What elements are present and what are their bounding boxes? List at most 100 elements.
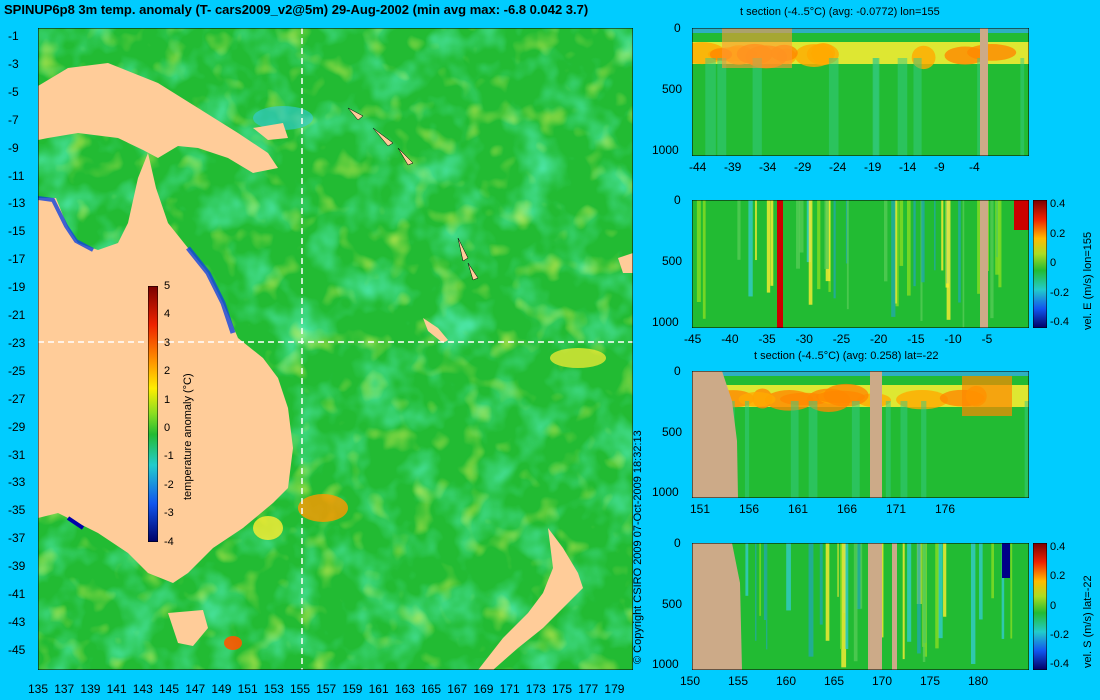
section-x-tick: -15: [907, 332, 925, 346]
section-x-tick: -35: [758, 332, 776, 346]
section-x-tick: 155: [728, 674, 749, 688]
section-plot-3: [692, 371, 1029, 498]
map-colorbar-tick: 5: [164, 280, 171, 292]
section-x-tick: -40: [721, 332, 739, 346]
section-plot-2: [692, 200, 1029, 328]
map-lat-tick: -45: [8, 642, 26, 657]
map-lon-tick: 157: [316, 682, 337, 696]
map-lat-tick: -3: [8, 56, 19, 71]
map-lat-tick: -35: [8, 503, 26, 518]
map-plot: [38, 28, 633, 670]
map-lon-tick: 139: [80, 682, 101, 696]
section-y-tick: 1000: [652, 142, 679, 157]
section-x-tick: -5: [981, 332, 993, 346]
section-y-tick: 1000: [652, 656, 679, 671]
page-title: SPINUP6p8 3m temp. anomaly (T- cars2009_…: [4, 2, 589, 17]
map-lon-tick: 179: [604, 682, 625, 696]
section-colorbar-tick: -0.4: [1050, 658, 1069, 670]
section-1-title: t section (-4..5°C) (avg: -0.0772) lon=1…: [740, 6, 940, 18]
map-lat-tick: -1: [8, 29, 19, 43]
section-y-tick: 0: [674, 536, 681, 550]
section-2-colorbar-label: vel. E (m/s) lon=155: [1082, 231, 1094, 330]
section-x-tick: 156: [739, 502, 760, 516]
map-colorbar-tick: 4: [164, 308, 171, 321]
section-x-tick: 151: [690, 502, 711, 516]
map-colorbar-tick: -2: [164, 478, 174, 491]
map-lon-tick: 137: [54, 682, 75, 696]
section-x-tick: 161: [788, 502, 809, 516]
section-x-tick: 166: [837, 502, 858, 516]
section-x-tick: -34: [759, 160, 777, 174]
map-lon-tick: 151: [237, 682, 258, 696]
map-lon-tick: 175: [552, 682, 573, 696]
section-y-tick: 500: [662, 82, 683, 97]
section-colorbar-tick: 0: [1050, 257, 1057, 269]
map-lon-tick: 145: [159, 682, 180, 696]
map-lon-tick: 173: [525, 682, 546, 696]
section-x-tick: -39: [724, 160, 742, 174]
map-colorbar-label: temperature anomaly (°C): [182, 373, 194, 500]
land-new-guinea: [38, 63, 278, 173]
map-lon-tick: 159: [342, 682, 363, 696]
map-lat-tick: -41: [8, 587, 26, 601]
map-lon-tick: 161: [368, 682, 389, 696]
map-lat-tick: -33: [8, 475, 26, 490]
map-lat-tick: -15: [8, 224, 26, 239]
map-colorbar-tick: 2: [164, 365, 171, 378]
map-colorbar-tick: -4: [164, 535, 174, 548]
land-new-zealand: [478, 528, 583, 670]
section-3-title: t section (-4..5°C) (avg: 0.258) lat=-22: [754, 350, 939, 362]
map-lon-tick: 167: [447, 682, 468, 696]
map-lat-tick: -43: [8, 614, 26, 629]
section-x-tick: 176: [935, 502, 956, 516]
section-y-tick: 0: [674, 21, 681, 35]
map-lon-tick: 149: [211, 682, 232, 696]
copyright-text: © Copyright CSIRO 2009 07-Oct-2009 18:32…: [632, 430, 644, 664]
map-lon-tick: 135: [28, 682, 49, 696]
map-lat-tick: -9: [8, 140, 19, 155]
section-x-tick: 165: [824, 674, 845, 688]
section-colorbar-tick: 0: [1050, 599, 1057, 612]
map-lon-tick: 141: [106, 682, 127, 696]
map-lon-tick: 163: [394, 682, 415, 696]
map-lat-tick: -7: [8, 112, 19, 127]
map-lon-tick: 177: [578, 682, 599, 696]
section-x-tick: 175: [920, 674, 941, 688]
map-lon-tick: 147: [185, 682, 206, 696]
section-x-tick: -30: [795, 332, 813, 346]
map-lon-tick: 169: [473, 682, 494, 696]
map-lat-tick: -11: [8, 168, 25, 183]
map-lat-tick: -37: [8, 531, 26, 546]
map-colorbar-tick: -1: [164, 450, 174, 463]
map-lat-tick: -13: [8, 196, 26, 211]
section-x-tick: -4: [969, 160, 980, 174]
section-4-colorbar-label: vel. S (m/s) lat=-22: [1082, 575, 1094, 668]
section-x-tick: -44: [689, 160, 707, 174]
section-x-tick: 160: [776, 674, 797, 688]
section-colorbar-tick: -0.2: [1050, 286, 1069, 299]
section-x-tick: -29: [794, 160, 812, 174]
section-x-tick: -19: [864, 160, 882, 174]
map-lon-tick: 165: [421, 682, 442, 696]
section-y-tick: 500: [662, 596, 683, 611]
section-x-tick: 150: [680, 674, 701, 688]
section-x-tick: -9: [934, 160, 945, 174]
map-lat-tick: -31: [8, 447, 26, 462]
section-x-tick: -45: [684, 332, 702, 346]
section-x-tick: -25: [832, 332, 851, 346]
section-colorbar-tick: 0.4: [1050, 541, 1066, 553]
section-y-tick: 500: [662, 424, 683, 439]
map-lat-tick: -17: [8, 252, 26, 267]
map-lon-tick: 171: [499, 682, 520, 696]
map-lon-tick: 153: [263, 682, 284, 696]
section-plot-4: [692, 543, 1029, 670]
section-y-tick: 1000: [652, 484, 679, 499]
section-4-colorbar: [1033, 543, 1047, 670]
map-lat-tick: -19: [8, 280, 26, 295]
land-tasmania: [168, 610, 208, 646]
map-lat-tick: -23: [8, 335, 26, 350]
land-new-caledonia: [423, 318, 448, 343]
section-x-tick: -24: [829, 160, 847, 174]
map-lon-tick: 143: [132, 682, 153, 696]
section-colorbar-tick: 0.2: [1050, 570, 1066, 583]
